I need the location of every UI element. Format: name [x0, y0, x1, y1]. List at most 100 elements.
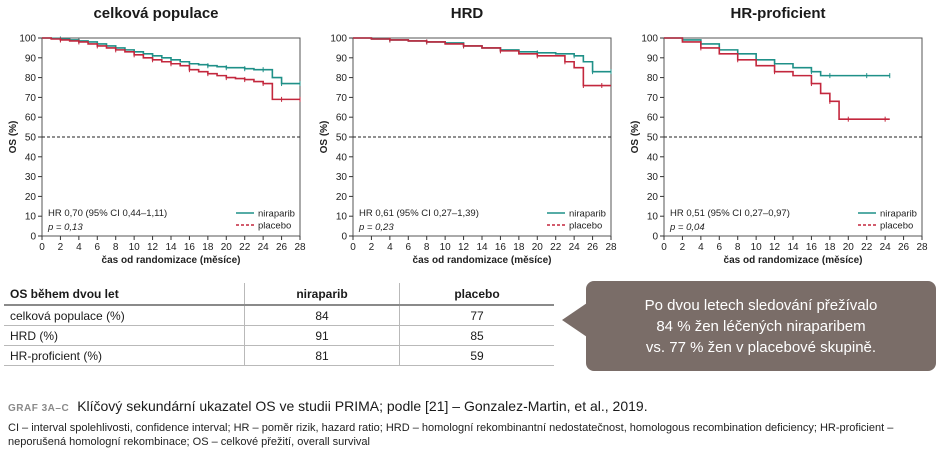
callout-box: Po dvou letech sledování přežívalo 84 % … — [586, 281, 936, 371]
table-cell: 59 — [399, 345, 554, 366]
plot-frame — [41, 37, 301, 237]
x-tick-label: 6 — [95, 242, 101, 253]
y-tick-label: 30 — [647, 172, 659, 183]
legend-label: niraparib — [258, 209, 295, 220]
x-tick-label: 4 — [698, 242, 704, 253]
abbreviations: CI – interval spolehlivosti, confidence … — [8, 422, 894, 448]
x-axis-label: čas od randomizace (měsíce) — [413, 255, 552, 266]
callout-arrow — [562, 303, 587, 337]
y-tick-label: 70 — [25, 93, 37, 104]
y-tick-label: 80 — [25, 73, 37, 84]
table-cell: HRD (%) — [4, 325, 245, 346]
y-tick-label: 90 — [647, 53, 659, 64]
x-tick-label: 6 — [717, 242, 723, 253]
y-tick-label: 20 — [25, 192, 37, 203]
y-tick-label: 40 — [647, 152, 659, 163]
y-tick-label: 30 — [336, 172, 348, 183]
legend-label: placebo — [569, 221, 602, 232]
figure-label: GRAF 3A–C — [8, 403, 70, 414]
table-row: celková populace (%) 84 77 — [4, 305, 554, 326]
y-axis-label: OS (%) — [319, 121, 330, 154]
table-row: HR-proficient (%) 81 59 — [4, 345, 554, 366]
x-tick-label: 8 — [735, 242, 741, 253]
x-tick-label: 10 — [751, 242, 763, 253]
series-line-placebo — [664, 37, 890, 120]
x-axis-label: čas od randomizace (měsíce) — [102, 255, 241, 266]
y-tick-label: 50 — [336, 133, 348, 144]
table-header-row: OS během dvou let niraparib placebo — [4, 283, 554, 306]
x-tick-label: 22 — [239, 242, 251, 253]
plot-frame — [352, 37, 612, 237]
callout-line: Po dvou letech sledování přežívalo — [644, 296, 878, 314]
y-tick-label: 100 — [19, 34, 36, 45]
y-tick-label: 100 — [330, 34, 347, 45]
table-header: placebo — [399, 283, 554, 306]
x-tick-label: 26 — [898, 242, 910, 253]
y-tick-label: 70 — [647, 93, 659, 104]
x-tick-label: 24 — [880, 242, 892, 253]
chart-title-2: HRD — [450, 5, 484, 22]
callout-line: vs. 77 % žen v placebové skupině. — [645, 338, 877, 356]
x-tick-label: 0 — [39, 242, 45, 253]
x-tick-label: 20 — [843, 242, 855, 253]
x-tick-label: 28 — [605, 242, 617, 253]
series-line-niraparib — [664, 37, 890, 77]
y-tick-label: 30 — [25, 172, 37, 183]
table-cell: HR-proficient (%) — [4, 345, 245, 366]
x-tick-label: 18 — [824, 242, 836, 253]
x-tick-label: 8 — [113, 242, 119, 253]
x-tick-label: 16 — [806, 242, 818, 253]
y-tick-label: 60 — [336, 113, 348, 124]
y-tick-label: 10 — [647, 212, 659, 223]
y-tick-label: 80 — [336, 73, 348, 84]
x-tick-label: 12 — [147, 242, 159, 253]
x-tick-label: 26 — [276, 242, 288, 253]
table-cell: 84 — [244, 305, 400, 326]
table-cell: 77 — [399, 305, 554, 326]
x-tick-label: 4 — [76, 242, 82, 253]
y-tick-label: 20 — [336, 192, 348, 203]
x-axis-label: čas od randomizace (měsíce) — [724, 255, 863, 266]
series-line-placebo — [353, 37, 611, 87]
x-tick-label: 26 — [587, 242, 599, 253]
chart-title-3: HR-proficient — [730, 5, 826, 22]
y-tick-label: 90 — [336, 53, 348, 64]
y-axis-label: OS (%) — [8, 121, 19, 154]
x-tick-label: 2 — [680, 242, 686, 253]
p-value-annotation: p = 0,04 — [669, 222, 705, 233]
x-tick-label: 14 — [165, 242, 177, 253]
table-cell: 85 — [399, 325, 554, 346]
y-tick-label: 50 — [25, 133, 37, 144]
y-tick-label: 40 — [25, 152, 37, 163]
y-tick-label: 90 — [25, 53, 37, 64]
x-tick-label: 12 — [458, 242, 470, 253]
x-tick-label: 14 — [787, 242, 799, 253]
series-line-niraparib — [42, 37, 300, 85]
os-table: OS během dvou let niraparib placebo celk… — [4, 283, 554, 366]
x-tick-label: 0 — [350, 242, 356, 253]
x-tick-label: 16 — [495, 242, 507, 253]
table-cell: 81 — [244, 345, 400, 366]
p-value-annotation: p = 0,13 — [47, 222, 83, 233]
x-tick-label: 10 — [129, 242, 141, 253]
p-value-annotation: p = 0,23 — [358, 222, 394, 233]
x-tick-label: 24 — [569, 242, 581, 253]
x-tick-label: 16 — [184, 242, 196, 253]
chart-title-1: celková populace — [93, 5, 219, 22]
y-tick-label: 50 — [647, 133, 659, 144]
table-header: OS během dvou let — [4, 283, 245, 306]
x-tick-label: 2 — [58, 242, 64, 253]
x-tick-label: 20 — [221, 242, 233, 253]
x-tick-label: 14 — [476, 242, 488, 253]
x-tick-label: 2 — [369, 242, 375, 253]
legend-label: niraparib — [569, 209, 606, 220]
y-tick-label: 10 — [25, 212, 37, 223]
y-tick-label: 60 — [25, 113, 37, 124]
legend-label: placebo — [258, 221, 291, 232]
y-tick-label: 10 — [336, 212, 348, 223]
y-axis-label: OS (%) — [630, 121, 641, 154]
hr-annotation: HR 0,51 (95% CI 0,27–0,97) — [670, 208, 790, 219]
x-tick-label: 22 — [861, 242, 873, 253]
